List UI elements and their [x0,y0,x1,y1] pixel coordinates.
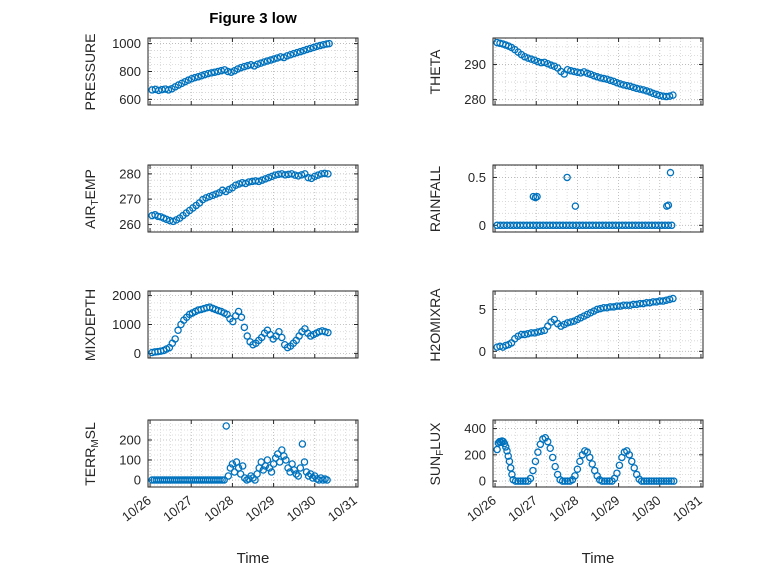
y-axis-label-mixdepth: MIXDEPTH [82,288,98,362]
svg-text:5: 5 [479,302,486,317]
svg-text:0: 0 [134,473,141,488]
y-tick-labels: 0 200 400 [464,421,486,489]
svg-text:10/28: 10/28 [546,493,581,525]
svg-text:10/29: 10/29 [588,493,623,525]
svg-text:270: 270 [119,192,141,207]
grid-minor [493,37,703,105]
svg-text:0: 0 [479,344,486,359]
svg-text:10/31: 10/31 [325,493,360,525]
axis-box [492,164,704,233]
svg-text:0: 0 [479,218,486,233]
grid-minor [493,291,703,358]
x-tick-labels: 10/26 10/27 10/28 10/29 10/30 10/31 [119,493,360,525]
svg-text:1000: 1000 [112,317,141,332]
rainfall-plot: 00.5 [468,164,704,233]
axis-box [492,290,704,359]
svg-text:10/27: 10/27 [505,493,540,525]
data-points [148,303,332,357]
svg-text:200: 200 [119,433,141,448]
x-tick-labels: 10/26 10/27 10/28 10/29 10/30 10/31 [464,493,705,525]
svg-text:10/30: 10/30 [284,493,319,525]
svg-text:0: 0 [479,474,486,489]
y-tick-labels: 280 290 [464,57,486,107]
svg-text:280: 280 [119,166,141,181]
svg-text:600: 600 [119,92,141,107]
axis-box [492,37,704,106]
svg-text:290: 290 [464,57,486,72]
svg-text:10/30: 10/30 [629,493,664,525]
grid-minor [493,420,703,487]
y-tick-labels: 05 [479,302,486,359]
sun-flux-plot: 0 200 400 10/26 10/27 10/28 10/29 10/30 10/31 [464,419,705,525]
data-points [148,39,333,95]
svg-text:10/26: 10/26 [464,493,499,525]
y-tick-labels: 0 100 200 [119,433,141,488]
y-tick-labels: 600 800 1000 [112,36,141,107]
y-tick-labels: 260 270 280 [119,166,141,232]
svg-text:800: 800 [119,64,141,79]
svg-text:10/31: 10/31 [670,493,705,525]
y-axis-label-terr-msl: TERRMSL [82,422,101,486]
y-tick-labels: 0 1000 2000 [112,288,141,361]
svg-text:200: 200 [464,447,486,462]
svg-text:2000: 2000 [112,288,141,303]
grid-major [148,420,358,487]
data-points [493,168,676,230]
x-axis-label-left: Time [236,550,270,567]
h2omixra-plot: 05 [479,290,704,359]
svg-text:260: 260 [119,217,141,232]
y-axis-label-pressure: PRESSURE [82,33,98,111]
svg-text:100: 100 [119,453,141,468]
svg-text:10/27: 10/27 [160,493,195,525]
data-points [493,38,677,101]
y-axis-label-air-temp: AIRTEMP [82,169,101,229]
figure-title: Figure 3 low [209,10,297,27]
axis-box [147,419,359,488]
svg-text:0: 0 [134,346,141,361]
y-axis-label-rainfall: RAINFALL [427,165,443,233]
y-axis-label-h2omixra: H2OMIXRA [427,288,443,362]
svg-text:10/29: 10/29 [243,493,278,525]
grid-major [148,165,358,232]
svg-text:1000: 1000 [112,36,141,51]
mixdepth-plot: 0 1000 2000 [112,288,359,361]
grid-minor [148,38,358,105]
air-temp-plot: 260 270 280 [119,164,359,233]
svg-text:400: 400 [464,421,486,436]
data-points [493,294,677,351]
axis-box [492,419,704,488]
svg-text:10/26: 10/26 [119,493,154,525]
y-axis-label-theta: THETA [427,49,443,95]
svg-text:0.5: 0.5 [468,170,486,185]
axis-box [147,37,359,106]
grid-major [148,38,358,105]
pressure-plot: 600 800 1000 [112,36,359,107]
data-points [493,433,678,485]
y-tick-labels: 00.5 [468,170,486,233]
grid-minor [148,419,358,487]
data-points [148,422,331,484]
x-axis-label-right: Time [581,550,615,567]
svg-text:10/28: 10/28 [201,493,236,525]
theta-plot: 280 290 [464,37,704,107]
svg-text:280: 280 [464,92,486,107]
axis-box [147,164,359,233]
data-points [148,169,332,226]
y-axis-label-sun-flux: SUNFLUX [427,422,446,486]
terr-msl-plot: 0 100 200 10/26 10/27 10/28 10/29 10/30 10/31 [119,419,360,525]
